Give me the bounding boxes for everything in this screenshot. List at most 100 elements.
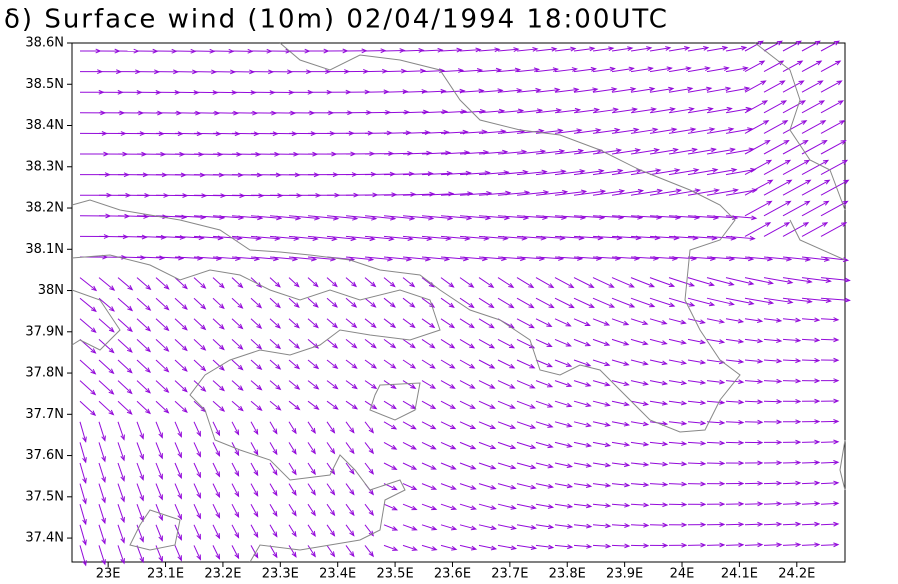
wind-arrow	[155, 421, 163, 438]
wind-arrow	[231, 215, 263, 219]
wind-arrow	[611, 421, 629, 426]
wind-arrow-head	[291, 428, 297, 435]
wind-arrow-head	[612, 107, 619, 113]
wind-arrow	[687, 67, 710, 73]
wind-arrow-head	[139, 433, 144, 440]
wind-arrow-head	[529, 363, 536, 369]
wind-arrow-head	[652, 127, 659, 133]
wind-arrow	[820, 441, 839, 443]
wind-arrow	[307, 380, 319, 390]
wind-arrow-head	[814, 419, 821, 425]
wind-arrow	[155, 380, 169, 393]
wind-arrow-head	[708, 301, 716, 307]
wind-arrow	[345, 462, 355, 475]
wind-arrow	[592, 88, 617, 93]
y-tick-label: 38.4N	[25, 118, 64, 133]
wind-arrow	[516, 359, 535, 369]
wind-arrow-head	[313, 322, 319, 329]
wind-arrow	[573, 400, 591, 407]
wind-arrow	[250, 524, 259, 538]
wind-arrow-head	[332, 384, 339, 390]
wind-arrow-head	[108, 389, 115, 395]
wind-arrow	[174, 545, 182, 561]
wind-arrow	[440, 544, 457, 550]
wind-arrow	[782, 100, 806, 114]
wind-arrow-head	[642, 421, 650, 427]
wind-arrow-head	[634, 148, 642, 153]
wind-arrow	[269, 421, 278, 434]
wind-arrow	[820, 159, 848, 176]
wind-arrow-head	[565, 362, 573, 367]
wind-arrow-head	[700, 400, 707, 406]
wind-arrow	[611, 338, 629, 346]
wind-arrow	[611, 108, 637, 114]
wind-arrow	[611, 277, 634, 288]
wind-arrow	[383, 421, 397, 430]
wind-arrow-head	[200, 386, 207, 392]
wind-arrow	[497, 48, 519, 52]
wind-arrow-head	[776, 419, 783, 425]
wind-arrow-head	[680, 400, 688, 406]
wind-arrow	[269, 256, 297, 260]
wind-arrow	[288, 524, 297, 537]
wind-arrow	[725, 523, 744, 526]
wind-arrow-head	[584, 321, 591, 326]
wind-arrow	[79, 524, 87, 545]
wind-arrow	[744, 179, 773, 196]
wind-arrow	[307, 421, 316, 434]
wind-arrow-head	[275, 343, 282, 350]
wind-arrow	[478, 483, 496, 490]
wind-arrow-head	[469, 363, 476, 369]
wind-arrow	[592, 68, 615, 73]
wind-arrow-head	[751, 215, 758, 221]
wind-arrow	[345, 235, 375, 240]
y-tick-label: 37.4N	[25, 531, 64, 546]
wind-arrow	[459, 400, 475, 409]
wind-arrow	[478, 89, 503, 93]
wind-arrow-head	[272, 428, 278, 435]
wind-arrow-head	[409, 281, 416, 288]
wind-arrow	[402, 338, 416, 349]
wind-arrow-head	[352, 215, 359, 221]
wind-arrow	[497, 89, 522, 93]
wind-arrow-head	[351, 343, 358, 349]
wind-arrow-head	[833, 419, 840, 424]
wind-arrow	[193, 277, 206, 289]
wind-arrow-head	[668, 86, 675, 92]
wind-arrow-head	[90, 368, 97, 375]
wind-arrow	[744, 120, 769, 134]
wind-arrow-head	[642, 381, 649, 386]
wind-arrow	[497, 130, 525, 134]
wind-arrow-head	[760, 80, 767, 86]
wind-arrow	[744, 380, 763, 383]
wind-arrow-head	[368, 530, 375, 537]
wind-arrow-head	[823, 257, 831, 262]
wind-arrow	[174, 256, 203, 260]
wind-arrow	[421, 152, 451, 155]
wind-arrow-head	[369, 236, 376, 242]
wind-arrow-head	[833, 521, 840, 527]
wind-arrow	[212, 297, 225, 309]
wind-arrow-head	[821, 139, 828, 145]
wind-arrow	[155, 359, 169, 372]
wind-arrow-head	[700, 501, 707, 507]
wind-arrow-head	[656, 188, 664, 194]
wind-arrow	[535, 215, 567, 219]
wind-arrow-head	[776, 399, 783, 404]
wind-arrow-head	[776, 521, 783, 527]
wind-arrow	[79, 400, 96, 416]
wind-arrow-head	[618, 189, 626, 194]
wind-arrow	[763, 544, 782, 546]
wind-arrow-head	[787, 279, 794, 285]
wind-arrow-head	[585, 462, 593, 468]
wind-arrow	[79, 462, 87, 483]
wind-arrow	[231, 483, 240, 497]
wind-arrow	[326, 359, 338, 369]
wind-arrow	[630, 421, 648, 426]
wind-arrow-head	[429, 191, 436, 197]
wind-arrow-head	[604, 361, 611, 367]
wind-arrow	[649, 215, 681, 219]
wind-arrow	[611, 169, 642, 176]
wind-arrow-head	[585, 382, 592, 387]
wind-arrow	[478, 69, 501, 73]
